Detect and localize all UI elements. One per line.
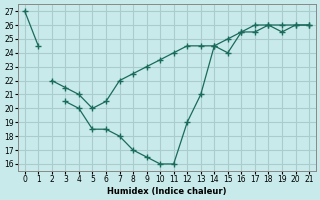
X-axis label: Humidex (Indice chaleur): Humidex (Indice chaleur) (107, 187, 227, 196)
